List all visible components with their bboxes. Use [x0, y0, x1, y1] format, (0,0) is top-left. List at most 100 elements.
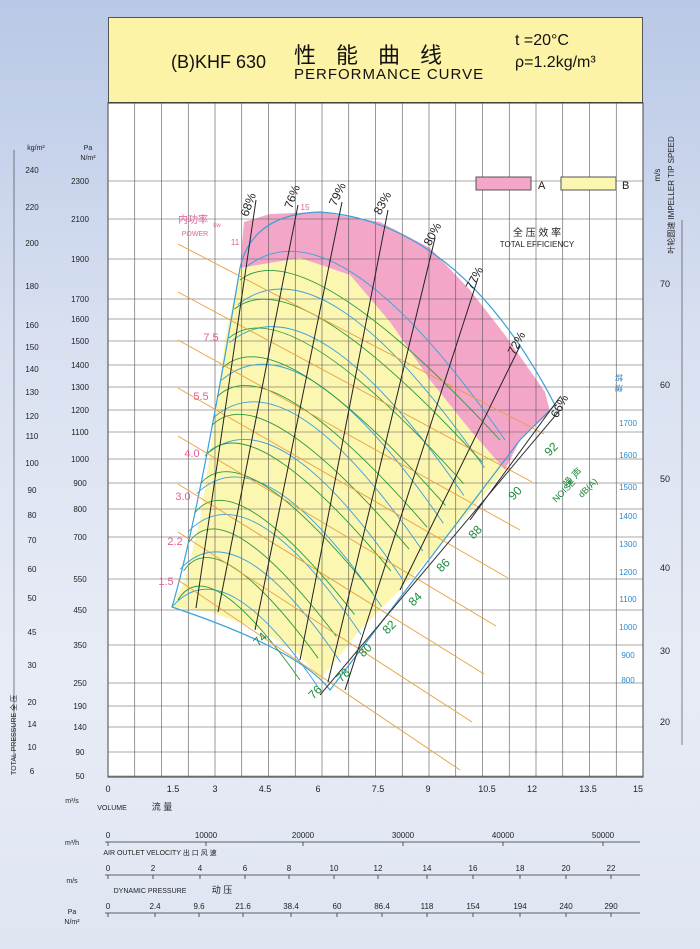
volume-tick: 1.5 [167, 784, 180, 794]
dynamic-axis-tick: 9.6 [193, 902, 205, 911]
power-unit: kw [213, 223, 221, 229]
pa-tick: 140 [73, 723, 87, 732]
pa-tick: 90 [76, 748, 85, 757]
volume-tick: 0 [105, 784, 110, 794]
power-line-2 [177, 483, 485, 675]
right-tick: 30 [660, 646, 670, 656]
pa-tick: 1500 [71, 337, 89, 346]
speed-label: 800 [621, 676, 635, 685]
speed-label: 1400 [619, 512, 637, 521]
dynamic-label-en: DYNAMIC PRESSURE [114, 888, 187, 895]
pa-tick: 2100 [71, 215, 89, 224]
right-tick: 70 [660, 279, 670, 289]
pa-tick: 1900 [71, 255, 89, 264]
pressure-curve-6 [211, 413, 410, 550]
dynamic-axis-tick: 240 [559, 902, 573, 911]
region-a [240, 212, 550, 470]
power-line-3 [177, 435, 497, 627]
dynamic-axis-tick: 2.4 [149, 902, 161, 911]
speed-label: 900 [621, 651, 635, 660]
right-tick: 40 [660, 563, 670, 573]
region-b [172, 258, 505, 680]
pa-tick: 1100 [71, 428, 89, 437]
m3h-axis-tick: 10000 [195, 831, 218, 840]
speed-curve-1 [179, 551, 341, 663]
kg-tick: 20 [28, 698, 37, 707]
title-cn: 性能曲线 [294, 43, 463, 68]
dynamic-axis-tick: 118 [421, 902, 434, 911]
velocity-axis-tick: 22 [607, 864, 616, 873]
power-line-0 [177, 579, 461, 771]
kg-tick: 60 [28, 565, 37, 574]
speed-curve-0 [171, 588, 321, 691]
right-axis-label: 叶轮圆速 IMPELLER TIP SPEED [666, 136, 676, 254]
power-line-5 [177, 339, 521, 531]
speed-label: 1200 [619, 568, 637, 577]
kg-tick: 110 [26, 432, 39, 441]
dynamic-axis-tick: 86.4 [374, 902, 390, 911]
m3h-axis-tick: 0 [106, 831, 111, 840]
right-tick: 60 [660, 380, 670, 390]
m3h-unit: m³/h [65, 840, 79, 847]
legend-b-swatch [560, 176, 617, 191]
volume-tick: 3 [212, 784, 217, 794]
pa-tick: 1000 [71, 455, 89, 464]
kg-tick: 14 [28, 720, 37, 729]
pressure-curve-11 [239, 270, 501, 441]
pa-tick: 1200 [71, 406, 89, 415]
pa-tick: 700 [73, 533, 87, 542]
kg-tick: 200 [25, 239, 39, 248]
speed-title-cn: 转 速 [614, 374, 624, 392]
kg-tick: 100 [25, 459, 39, 468]
power-title-cn: 内功率 [178, 213, 208, 226]
power-label: 11 [231, 238, 240, 247]
m3h-axis-tick: 30000 [392, 831, 415, 840]
speed-label: 1700 [619, 419, 637, 428]
pa-tick: 800 [73, 505, 87, 514]
volume-tick: 10.5 [478, 784, 496, 794]
kg-tick: 80 [28, 511, 37, 520]
kg-tick: 240 [25, 166, 39, 175]
right-tick: 50 [660, 474, 670, 484]
efficiency-line-2 [254, 201, 343, 631]
dynamic-unit-top: Pa [68, 909, 77, 916]
pa-tick: 1700 [71, 295, 89, 304]
efficiency-line-6 [399, 345, 521, 591]
velocity-axis-tick: 18 [516, 864, 525, 873]
kg-tick: 6 [30, 767, 35, 776]
velocity-axis-tick: 0 [106, 864, 111, 873]
noise-line [319, 409, 561, 696]
legend-a-swatch [475, 176, 532, 191]
speed-curve-8 [237, 288, 485, 469]
kg-tick: 30 [28, 661, 37, 670]
header-box: (B)KHF 630 性能曲线 PERFORMANCE CURVE t =20°… [108, 17, 643, 103]
m3h-axis-tick: 20000 [292, 831, 315, 840]
volume-tick: 7.5 [372, 784, 385, 794]
model-name: (B)KHF 630 [171, 52, 267, 72]
efficiency-line-3 [299, 209, 389, 661]
dynamic-axis-tick: 194 [513, 902, 527, 911]
density-label: ρ=1.2kg/m³ [515, 54, 596, 71]
kg-tick: 50 [28, 594, 37, 603]
pa-tick: 450 [73, 606, 87, 615]
kg-tick: 90 [28, 486, 37, 495]
efficiency-line-0 [195, 199, 257, 609]
volume-tick: 6 [315, 784, 320, 794]
kg-tick: 70 [28, 536, 37, 545]
efficiency-title-cn: 全 压 效 率 [513, 226, 561, 239]
dynamic-axis-tick: 290 [604, 902, 618, 911]
velocity-axis-tick: 4 [198, 864, 203, 873]
power-label: 1.5 [158, 576, 173, 588]
speed-label: 1000 [619, 623, 637, 632]
power-label: 5.5 [193, 391, 208, 403]
pa-tick: 50 [76, 772, 85, 781]
pressure-curve-4 [200, 471, 374, 594]
dynamic-axis-tick: 60 [333, 902, 342, 911]
volume-label-en: VOLUME [97, 805, 127, 812]
pressure-curve-9 [228, 327, 464, 484]
pa-tick: 190 [73, 702, 87, 711]
dynamic-label-cn: 动 压 [212, 885, 233, 895]
kg-tick: 45 [28, 628, 37, 637]
pa-tick: 2300 [71, 177, 89, 186]
volume-tick: 12 [527, 784, 537, 794]
